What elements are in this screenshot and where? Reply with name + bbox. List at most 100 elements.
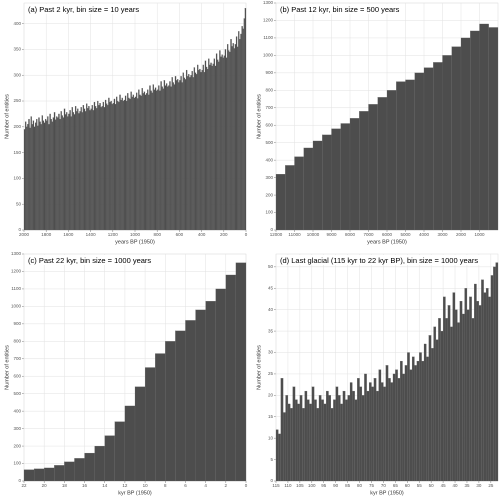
bar xyxy=(470,30,480,231)
bar xyxy=(48,124,50,231)
bar xyxy=(407,352,410,482)
bar xyxy=(128,97,130,231)
bar xyxy=(204,60,207,231)
bar xyxy=(400,360,403,482)
x-tick-label: 0 xyxy=(245,232,248,237)
bar xyxy=(285,395,289,482)
bar xyxy=(141,88,143,231)
bar xyxy=(321,399,324,482)
y-tick-label: 5 xyxy=(270,457,273,462)
bar xyxy=(275,429,279,482)
bar xyxy=(385,365,389,482)
bar xyxy=(209,64,211,231)
bar xyxy=(278,433,281,482)
bar xyxy=(64,114,67,231)
bar xyxy=(207,68,209,231)
bar xyxy=(442,296,446,482)
bar xyxy=(68,113,70,231)
bar xyxy=(122,100,125,231)
bar xyxy=(404,365,408,482)
bar xyxy=(80,107,82,231)
bar xyxy=(230,39,232,231)
bar xyxy=(111,104,113,231)
bar xyxy=(140,95,142,231)
bar xyxy=(182,72,184,231)
panel: 0 5 10 15 20 25 30 35 40 45 50 115 110 105 100 95 90 85 80… xyxy=(256,253,499,496)
y-tick-label: 15 xyxy=(268,414,274,419)
bar xyxy=(242,28,244,231)
x-tick-label: 35 xyxy=(464,483,470,488)
bar xyxy=(160,81,162,231)
x-tick-label: 75 xyxy=(369,483,375,488)
bar xyxy=(84,111,87,231)
bar xyxy=(462,313,465,482)
bar xyxy=(402,373,406,482)
x-axis-label: years BP (1950) xyxy=(367,239,407,245)
y-tick-label: 400 xyxy=(13,21,21,26)
y-tick-label: 1300 xyxy=(11,251,22,256)
bar xyxy=(419,352,422,482)
bar xyxy=(92,110,95,231)
bar xyxy=(118,101,120,231)
x-tick-label: 105 xyxy=(296,483,304,488)
bar xyxy=(93,101,96,231)
bar xyxy=(447,305,451,482)
bar xyxy=(104,435,115,482)
bar xyxy=(109,101,111,231)
bar xyxy=(214,65,217,231)
bar xyxy=(106,103,108,231)
bar xyxy=(29,127,31,231)
bar xyxy=(479,23,489,231)
x-tick-label: 2000 xyxy=(456,232,467,237)
x-tick-label: 90 xyxy=(333,483,339,488)
bar xyxy=(215,288,226,482)
title-background xyxy=(277,255,482,265)
x-tick-label: 1000 xyxy=(474,232,485,237)
bar xyxy=(294,156,304,231)
bar xyxy=(155,90,158,231)
bar xyxy=(69,110,71,231)
bar xyxy=(60,111,62,231)
bar xyxy=(452,292,456,482)
x-tick-label: 1200 xyxy=(108,232,119,237)
bar xyxy=(383,386,386,482)
x-tick-label: 4 xyxy=(204,483,207,488)
bar xyxy=(431,348,434,482)
bar xyxy=(215,53,218,231)
x-tick-label: 8 xyxy=(164,483,167,488)
bar xyxy=(187,76,189,231)
bar xyxy=(280,378,284,482)
bar xyxy=(82,105,85,231)
bar xyxy=(457,322,460,482)
bar xyxy=(433,326,437,482)
x-tick-label: 4000 xyxy=(419,232,430,237)
bar xyxy=(396,81,406,231)
bar xyxy=(423,343,427,482)
x-tick-label: 5000 xyxy=(400,232,411,237)
bar xyxy=(299,395,303,482)
bar xyxy=(44,467,55,482)
bar xyxy=(445,318,448,482)
bar xyxy=(333,399,336,482)
bar xyxy=(287,403,291,482)
y-tick-label: 10 xyxy=(268,435,274,440)
y-axis-label: Number of entities xyxy=(4,94,10,139)
bar xyxy=(211,65,213,231)
x-tick-label: 8000 xyxy=(345,232,356,237)
bar xyxy=(44,118,47,231)
bar xyxy=(79,111,81,231)
bar xyxy=(485,288,489,482)
bar xyxy=(233,48,235,231)
x-tick-label: 200 xyxy=(220,232,228,237)
x-tick-label: 1800 xyxy=(41,232,52,237)
x-tick-label: 12 xyxy=(122,483,128,488)
bar xyxy=(88,106,90,231)
y-axis-label: Number of entities xyxy=(256,345,262,390)
bar xyxy=(165,83,168,231)
x-tick-label: 55 xyxy=(417,483,423,488)
bar xyxy=(210,62,212,231)
bar xyxy=(56,116,58,231)
bar xyxy=(195,74,198,231)
bar xyxy=(38,117,40,231)
